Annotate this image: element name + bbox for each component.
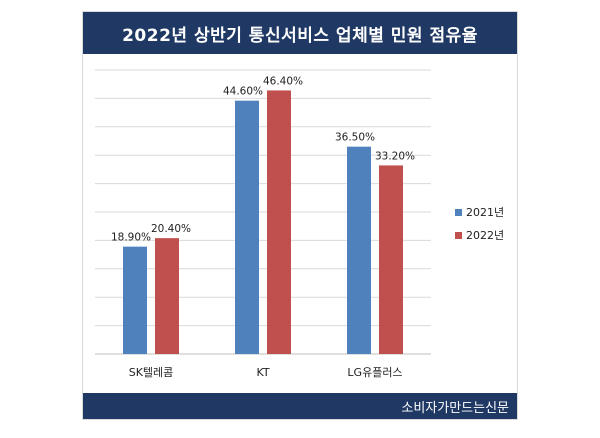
data-labels: 18.90%20.40% 44.60%46.40% 36.50%33.20%	[111, 75, 415, 243]
legend-swatch	[455, 209, 462, 216]
x-axis-ticks: SK텔레콤 KT LG유플러스	[129, 366, 403, 379]
data-label: 20.40%	[151, 223, 191, 235]
bar-2022년-SK텔레콤	[155, 238, 179, 354]
bar-2022년-KT	[267, 90, 291, 354]
bars	[123, 90, 403, 354]
legend-label: 2021년	[466, 206, 504, 219]
bar-2021년-SK텔레콤	[123, 246, 147, 354]
x-tick-label: KT	[256, 366, 269, 379]
data-label: 44.60%	[223, 86, 263, 98]
data-label: 46.40%	[263, 75, 303, 87]
bar-2022년-LG유플러스	[379, 165, 403, 354]
legend: 2021년 2022년	[455, 206, 504, 242]
x-tick-label: SK텔레콤	[129, 366, 174, 379]
grid-lines	[95, 69, 431, 355]
bar-2021년-LG유플러스	[347, 146, 371, 354]
data-label: 18.90%	[111, 232, 151, 244]
bar-2021년-KT	[235, 100, 259, 354]
legend-label: 2022년	[466, 229, 504, 242]
data-label: 33.20%	[375, 150, 415, 162]
bar-chart: 18.90%20.40% 44.60%46.40% 36.50%33.20% SK텔…	[95, 69, 504, 379]
chart-title: 2022년 상반기 통신서비스 업체별 민원 점유율	[122, 25, 478, 46]
legend-swatch	[455, 232, 462, 239]
source-bar: 소비자가만드는신문	[83, 393, 517, 419]
chart-frame: 2022년 상반기 통신서비스 업체별 민원 점유율 18.90% 20.40% 4…	[82, 11, 518, 420]
source-label: 소비자가만드는신문	[401, 400, 509, 416]
data-label: 36.50%	[335, 132, 375, 144]
title-bar: 2022년 상반기 통신서비스 업체별 민원 점유율	[83, 12, 517, 54]
x-tick-label: LG유플러스	[347, 366, 402, 379]
